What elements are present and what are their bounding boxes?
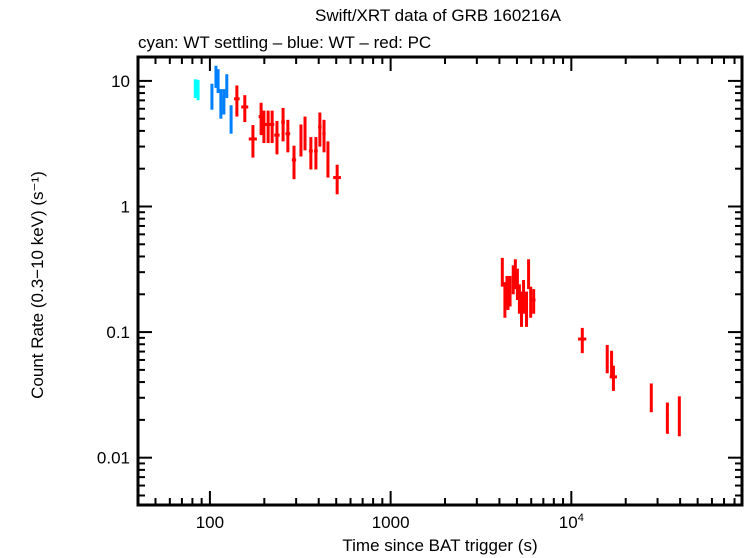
data-point — [578, 327, 587, 354]
data-point — [303, 116, 307, 151]
data-point — [314, 137, 318, 170]
data-point — [234, 85, 240, 117]
data-point — [274, 120, 280, 155]
data-point — [500, 257, 504, 287]
x-tick-label: 104 — [559, 512, 584, 532]
data-point — [326, 141, 330, 178]
data-point — [522, 279, 526, 314]
data-point — [248, 125, 257, 158]
y-tick-label: 10 — [111, 72, 130, 91]
data-point — [649, 383, 653, 413]
data-point — [515, 268, 519, 301]
x-tick-label: 100 — [196, 513, 224, 532]
data-point — [508, 275, 512, 307]
data-point — [222, 89, 226, 115]
data-point — [333, 164, 341, 195]
data-point — [605, 344, 609, 374]
y-tick-label: 0.01 — [97, 449, 130, 468]
chart-subtitle: cyan: WT settling – blue: WT – red: PC — [138, 33, 432, 52]
data-point — [261, 110, 267, 144]
data-point — [322, 119, 326, 153]
data-point — [506, 277, 510, 310]
data-point — [196, 79, 200, 101]
y-tick-label: 0.1 — [106, 323, 130, 342]
data-point — [677, 396, 681, 437]
data-point — [285, 119, 291, 153]
data-point — [265, 110, 271, 144]
data-point — [281, 107, 285, 142]
x-tick-label: 1000 — [372, 513, 410, 532]
data-point — [210, 83, 214, 110]
chart-title: Swift/XRT data of GRB 160216A — [314, 6, 561, 25]
data-point — [229, 105, 233, 134]
data-point — [291, 145, 297, 180]
data-point — [531, 289, 536, 314]
data-point — [318, 112, 322, 147]
data-point — [529, 286, 533, 318]
data-point — [665, 402, 669, 434]
x-axis-label: Time since BAT trigger (s) — [342, 536, 538, 555]
data-point — [216, 69, 220, 94]
data-point — [193, 79, 197, 99]
data-point — [610, 350, 614, 379]
y-tick-label: 1 — [121, 197, 130, 216]
data-point — [308, 137, 313, 170]
data-point — [225, 74, 229, 99]
data-point — [219, 89, 223, 119]
data-point — [299, 124, 303, 157]
data-point — [609, 365, 618, 391]
plot-frame — [136, 55, 744, 507]
data-point — [241, 95, 249, 123]
data-point — [269, 110, 275, 144]
data-point — [527, 259, 531, 290]
data-point — [525, 291, 529, 327]
